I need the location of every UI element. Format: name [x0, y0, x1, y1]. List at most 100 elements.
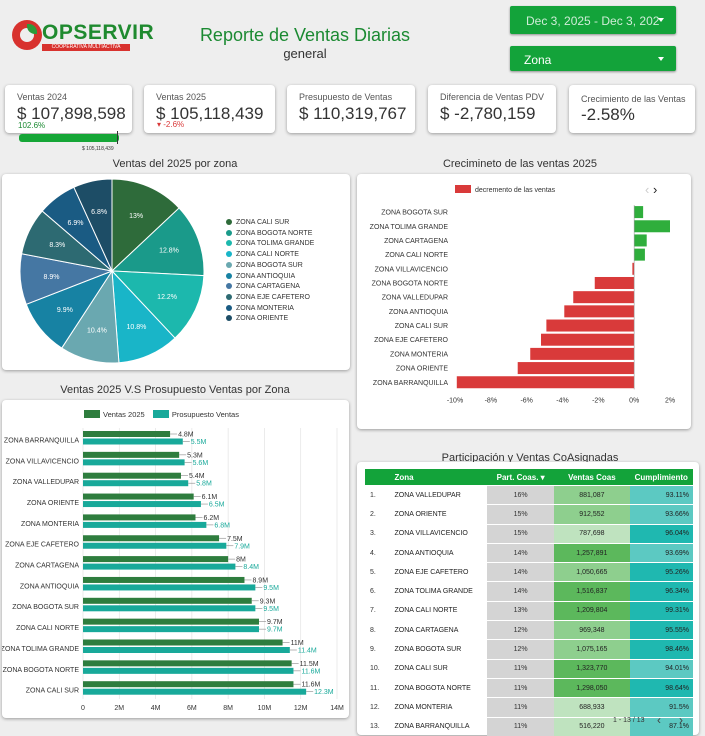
sb-bar[interactable] [83, 660, 292, 667]
sb-bar[interactable] [83, 431, 171, 437]
sb-bar[interactable] [83, 584, 256, 591]
sb-data-label: 9.7M [267, 627, 283, 634]
table-row[interactable]: 6. ZONA TOLIMA GRANDE 14% 1,516,837 96.34% [365, 581, 693, 602]
sb-data-label: 7.9M [234, 543, 250, 550]
sb-bar[interactable] [83, 681, 294, 688]
table-row[interactable]: 3. ZONA VILLAVICENCIO 15% 787,698 96.04% [365, 523, 693, 544]
table-row[interactable]: 13. ZONA BARRANQUILLA 11% 516,220 87.1% [365, 716, 693, 736]
cell-zona: ZONA VILLAVICENCIO [388, 523, 488, 544]
cell-ventas-coas: 912,552 [554, 504, 630, 525]
col-header-part-coas[interactable]: Part. Coas. ▾ [487, 469, 555, 486]
growth-bar[interactable] [530, 347, 635, 360]
sb-bar[interactable] [83, 597, 252, 604]
cell-cumplimiento: 98.46% [629, 639, 693, 660]
sb-bar[interactable] [83, 667, 294, 674]
sb-bar[interactable] [83, 626, 259, 633]
sb-data-label: 4.8M [178, 432, 194, 439]
sb-data-label: 11M [291, 640, 304, 647]
pie-slice[interactable] [73, 178, 113, 272]
table-row[interactable]: 11. ZONA BOGOTA NORTE 11% 1,298,050 98.64% [365, 677, 693, 698]
table-row[interactable]: 1. ZONA VALLEDUPAR 16% 881,087 93.11% [365, 484, 693, 505]
sb-bar[interactable] [83, 480, 189, 487]
table-row[interactable]: 5. ZONA EJE CAFETERO 14% 1,050,665 95.26% [365, 562, 693, 582]
cell-part-coas: 12% [487, 639, 555, 660]
sb-bar[interactable] [83, 493, 194, 500]
sb-bar[interactable] [83, 514, 196, 521]
growth-bar[interactable] [541, 333, 635, 346]
table-row[interactable]: 12. ZONA MONTERIA 11% 688,933 91.5% [365, 697, 693, 718]
col-header-zona[interactable]: Zona [388, 469, 488, 486]
chevron-right-icon[interactable]: › [679, 713, 683, 727]
sb-bar[interactable] [83, 438, 183, 445]
pie-chart: 13% 12.8% 12.2% 10.8% 10.4% 9.9% 8.9% 8.3% 6.9% 6… [19, 178, 205, 364]
kpi-delta: ▾ -2.6% [157, 120, 185, 129]
chevron-left-icon[interactable]: ‹ [657, 713, 661, 727]
kpi-card-ventas-2024: Ventas 2024 $ 107,898,598 102.6% [5, 85, 132, 133]
growth-bar[interactable] [594, 276, 635, 289]
growth-bar[interactable] [546, 319, 635, 332]
table-title: Participación y Ventas CoAsignadas [441, 452, 619, 464]
growth-bar[interactable] [634, 206, 644, 219]
col-header-ventas-coas[interactable]: Ventas Coas [554, 469, 630, 486]
table-row[interactable]: 9. ZONA BOGOTA SUR 12% 1,075,165 98.46% [365, 639, 693, 660]
chevron-left-icon[interactable]: ‹ [645, 182, 650, 197]
down-arrow-icon: ▾ [157, 120, 164, 129]
sb-bar[interactable] [83, 501, 201, 508]
cell-part-coas: 11% [487, 677, 555, 698]
sb-tick-label: 0 [81, 705, 85, 712]
sb-data-label: 6.8M [214, 522, 230, 529]
pie-slice-label: 13% [129, 213, 143, 220]
sb-bar[interactable] [83, 556, 229, 563]
cell-zona: ZONA BOGOTA NORTE [388, 677, 488, 698]
sb-bar[interactable] [83, 521, 207, 528]
pie-slice-label: 8.3% [49, 242, 65, 249]
sb-bar[interactable] [83, 542, 227, 549]
sb-bar[interactable] [83, 639, 283, 646]
sb-bar[interactable] [83, 576, 245, 583]
growth-bar[interactable] [564, 305, 635, 318]
sb-category-label: ZONA VILLAVICENCIO [6, 458, 80, 465]
sb-bar[interactable] [83, 563, 236, 570]
table-row[interactable]: 4. ZONA ANTIOQUIA 14% 1,257,891 93.69% [365, 542, 693, 563]
col-header-cumplimiento[interactable]: Cumplimiento [629, 469, 693, 486]
table-row[interactable]: 8. ZONA CARTAGENA 12% 969,348 95.55% [365, 620, 693, 640]
table-row[interactable]: 10. ZONA CALI SUR 11% 1,323,770 94.01% [365, 658, 693, 679]
pie-legend-item: ZONA ORIENTE [226, 315, 288, 322]
pie-slice[interactable] [110, 207, 205, 277]
pie-slice[interactable] [110, 270, 205, 339]
sb-data-label: 6.5M [209, 502, 225, 509]
growth-bar[interactable] [456, 376, 635, 389]
table-row[interactable]: 2. ZONA ORIENTE 15% 912,552 93.66% [365, 504, 693, 525]
sb-data-label: 5.6M [193, 460, 209, 467]
cell-ventas-coas: 969,348 [554, 620, 630, 640]
legend-dot [226, 261, 232, 268]
zone-filter-dropdown[interactable]: Zona [510, 46, 676, 71]
sb-bar[interactable] [83, 618, 259, 625]
date-range-picker[interactable]: Dec 3, 2025 - Dec 3, 202 [510, 6, 676, 34]
sb-bar[interactable] [83, 688, 307, 695]
growth-bar[interactable] [517, 362, 635, 375]
cell-zona: ZONA BARRANQUILLA [388, 716, 488, 736]
growth-bar[interactable] [632, 262, 635, 275]
sb-bar[interactable] [83, 605, 256, 612]
chevron-right-icon[interactable]: › [653, 182, 658, 197]
sb-category-label: ZONA VALLEDUPAR [13, 479, 79, 486]
sb-bar[interactable] [83, 459, 185, 466]
sb-tick-label: 8M [223, 705, 233, 712]
growth-bar[interactable] [634, 234, 647, 247]
legend-dot [226, 272, 232, 279]
sb-category-label: ZONA ANTIOQUIA [20, 583, 79, 590]
sb-bar[interactable] [83, 472, 181, 479]
growth-bar[interactable] [634, 220, 670, 233]
sb-bar[interactable] [83, 451, 180, 458]
growth-bar[interactable] [573, 291, 635, 304]
pie-slice-label: 12.2% [157, 294, 177, 301]
sb-bar[interactable] [83, 647, 290, 653]
cell-part-coas: 14% [487, 542, 555, 563]
growth-bar[interactable] [634, 248, 645, 261]
growth-tick-label: -8% [485, 397, 497, 404]
pie-slice[interactable] [111, 178, 180, 273]
table-row[interactable]: 7. ZONA CALI NORTE 13% 1,209,804 99.31% [365, 600, 693, 621]
sb-bar[interactable] [83, 535, 220, 542]
cell-ventas-coas: 1,050,665 [554, 562, 630, 582]
